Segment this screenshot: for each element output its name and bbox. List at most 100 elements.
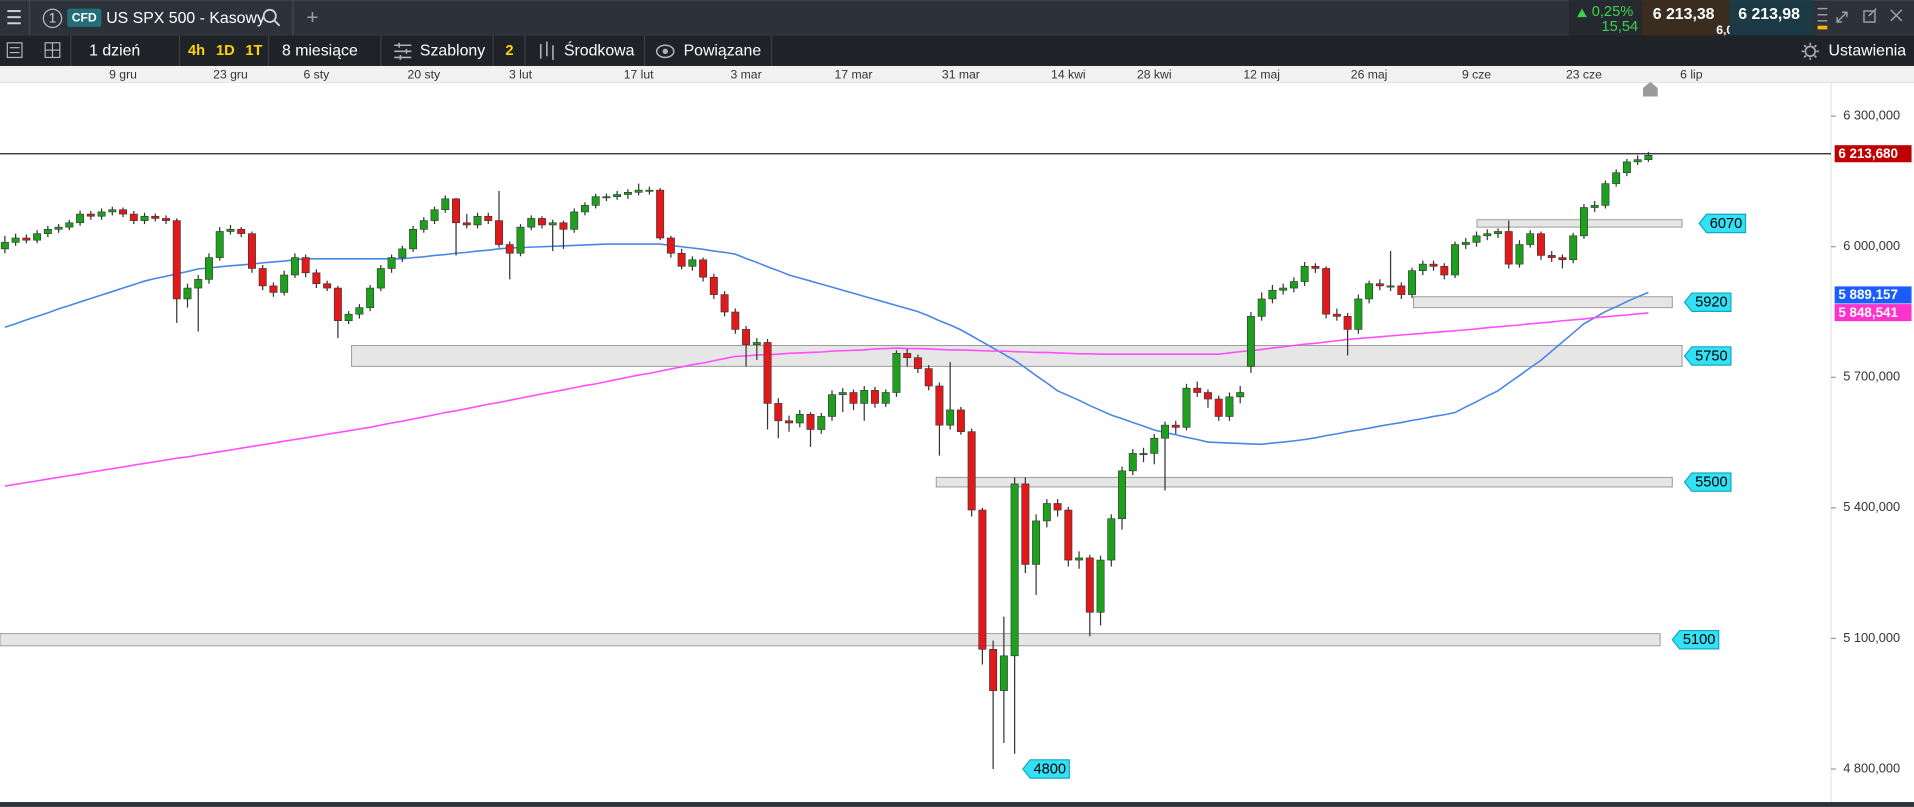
candle-body bbox=[967, 431, 976, 511]
sell-box[interactable] bbox=[1641, 0, 1730, 36]
candle-body bbox=[258, 268, 267, 287]
candle-body bbox=[22, 237, 31, 241]
candle-body bbox=[1053, 503, 1062, 511]
quick-interval[interactable]: 1T bbox=[245, 43, 262, 59]
candle-body bbox=[591, 196, 600, 206]
candle-body bbox=[699, 259, 708, 278]
candle-body bbox=[1644, 155, 1653, 160]
candle-body bbox=[1279, 287, 1288, 291]
candle-body bbox=[774, 403, 783, 422]
candle-body bbox=[1472, 235, 1481, 243]
y-tick-label: 6 000,000 bbox=[1843, 238, 1900, 253]
indicator-count[interactable]: 2 bbox=[505, 43, 513, 59]
candle-body bbox=[924, 368, 933, 387]
candle-body bbox=[903, 353, 912, 359]
price-label: 6 213,680 bbox=[1838, 146, 1898, 161]
candle-body bbox=[409, 229, 418, 250]
candle-body bbox=[183, 287, 192, 300]
candle-body bbox=[119, 209, 128, 215]
candle-body bbox=[194, 279, 203, 289]
candle-body bbox=[860, 390, 869, 404]
zone-label-box bbox=[1683, 346, 1732, 366]
candle-body bbox=[495, 220, 503, 245]
x-tick-label: 12 maj bbox=[1243, 67, 1280, 81]
y-tick-label: 5 700,000 bbox=[1843, 369, 1900, 384]
candle-body bbox=[387, 257, 396, 269]
candle-body bbox=[559, 222, 568, 230]
search-button[interactable] bbox=[262, 8, 281, 27]
candle-body bbox=[215, 231, 224, 258]
candle-body bbox=[828, 394, 836, 417]
sell-price[interactable]: 6 213,38 bbox=[1653, 6, 1715, 23]
candle-body bbox=[946, 409, 955, 426]
support-zone bbox=[351, 345, 1683, 367]
layout-buttons[interactable] bbox=[6, 42, 61, 59]
candle-body bbox=[301, 257, 310, 274]
x-tick-label: 17 mar bbox=[835, 67, 873, 81]
candle-body bbox=[763, 342, 772, 404]
x-tick-label: 9 gru bbox=[109, 67, 137, 81]
y-tick-label: 5 100,000 bbox=[1843, 630, 1900, 645]
add-tab[interactable]: + bbox=[306, 6, 318, 29]
up-arrow bbox=[1577, 8, 1587, 18]
window-icons[interactable] bbox=[1817, 7, 1903, 30]
candle-body bbox=[323, 283, 332, 289]
candle-body bbox=[989, 648, 998, 691]
candle-body bbox=[462, 222, 471, 226]
candle-body bbox=[838, 392, 847, 395]
x-tick-label: 3 mar bbox=[730, 67, 761, 81]
templates[interactable]: Szablony bbox=[420, 43, 485, 60]
tab-number-ring bbox=[42, 8, 63, 29]
zone-label-box bbox=[1683, 292, 1732, 312]
price-mode[interactable]: Środkowa bbox=[564, 41, 635, 60]
candle-body bbox=[237, 229, 246, 234]
candle-body bbox=[1128, 453, 1137, 472]
plot-area[interactable] bbox=[0, 83, 1914, 803]
quick-interval[interactable]: 4h bbox=[188, 43, 205, 59]
candle-body bbox=[1139, 453, 1148, 455]
candle-body bbox=[430, 209, 439, 221]
x-tick-label: 23 cze bbox=[1566, 67, 1602, 81]
price-label: 5 889,157 bbox=[1838, 287, 1898, 302]
buy-box[interactable] bbox=[1729, 0, 1813, 36]
candle-body bbox=[538, 218, 546, 226]
x-tick-label: 23 gru bbox=[213, 67, 248, 81]
candle-body bbox=[623, 192, 632, 195]
candle-body bbox=[1107, 518, 1116, 561]
candle-body bbox=[742, 329, 751, 345]
candle-body bbox=[1483, 233, 1492, 237]
instrument-name[interactable]: US SPX 500 - Kasowy bbox=[106, 10, 265, 27]
candle-body bbox=[1225, 396, 1234, 417]
x-tick-label: 26 maj bbox=[1351, 67, 1388, 81]
candle-body bbox=[505, 244, 514, 254]
candle-body bbox=[54, 226, 63, 230]
candle-body bbox=[666, 237, 675, 254]
candle-body bbox=[484, 215, 493, 221]
date-axis bbox=[0, 65, 1914, 84]
linked[interactable]: Powiązane bbox=[684, 43, 762, 60]
scroll-to-end[interactable] bbox=[1643, 81, 1658, 97]
interval[interactable]: 1 dzień bbox=[89, 43, 140, 60]
x-tick-label: 6 sty bbox=[304, 67, 331, 81]
candle-body bbox=[398, 248, 407, 258]
quick-interval[interactable]: 1D bbox=[216, 43, 235, 59]
candle-body bbox=[1429, 263, 1438, 267]
candle-body bbox=[956, 409, 965, 432]
candle-body bbox=[1064, 509, 1073, 561]
candle-body bbox=[645, 189, 654, 192]
candle-body bbox=[1161, 424, 1169, 439]
chart: 6 300,000 6 000,000 5 700,000 5 400,000 5 10… bbox=[0, 67, 1912, 779]
candle-body bbox=[280, 274, 289, 293]
templates-icon[interactable] bbox=[394, 42, 412, 60]
price-mode-icon[interactable] bbox=[539, 41, 554, 60]
settings-icon[interactable] bbox=[1801, 42, 1819, 60]
menu-button[interactable] bbox=[7, 10, 21, 25]
moving-average bbox=[4, 243, 1649, 446]
linked-icon[interactable] bbox=[655, 44, 675, 59]
range[interactable]: 8 miesiące bbox=[282, 43, 358, 60]
buy-price[interactable]: 6 213,98 bbox=[1738, 6, 1800, 23]
settings[interactable]: Ustawienia bbox=[1829, 43, 1907, 60]
candle-body bbox=[881, 392, 890, 404]
candle-body bbox=[1590, 205, 1599, 208]
